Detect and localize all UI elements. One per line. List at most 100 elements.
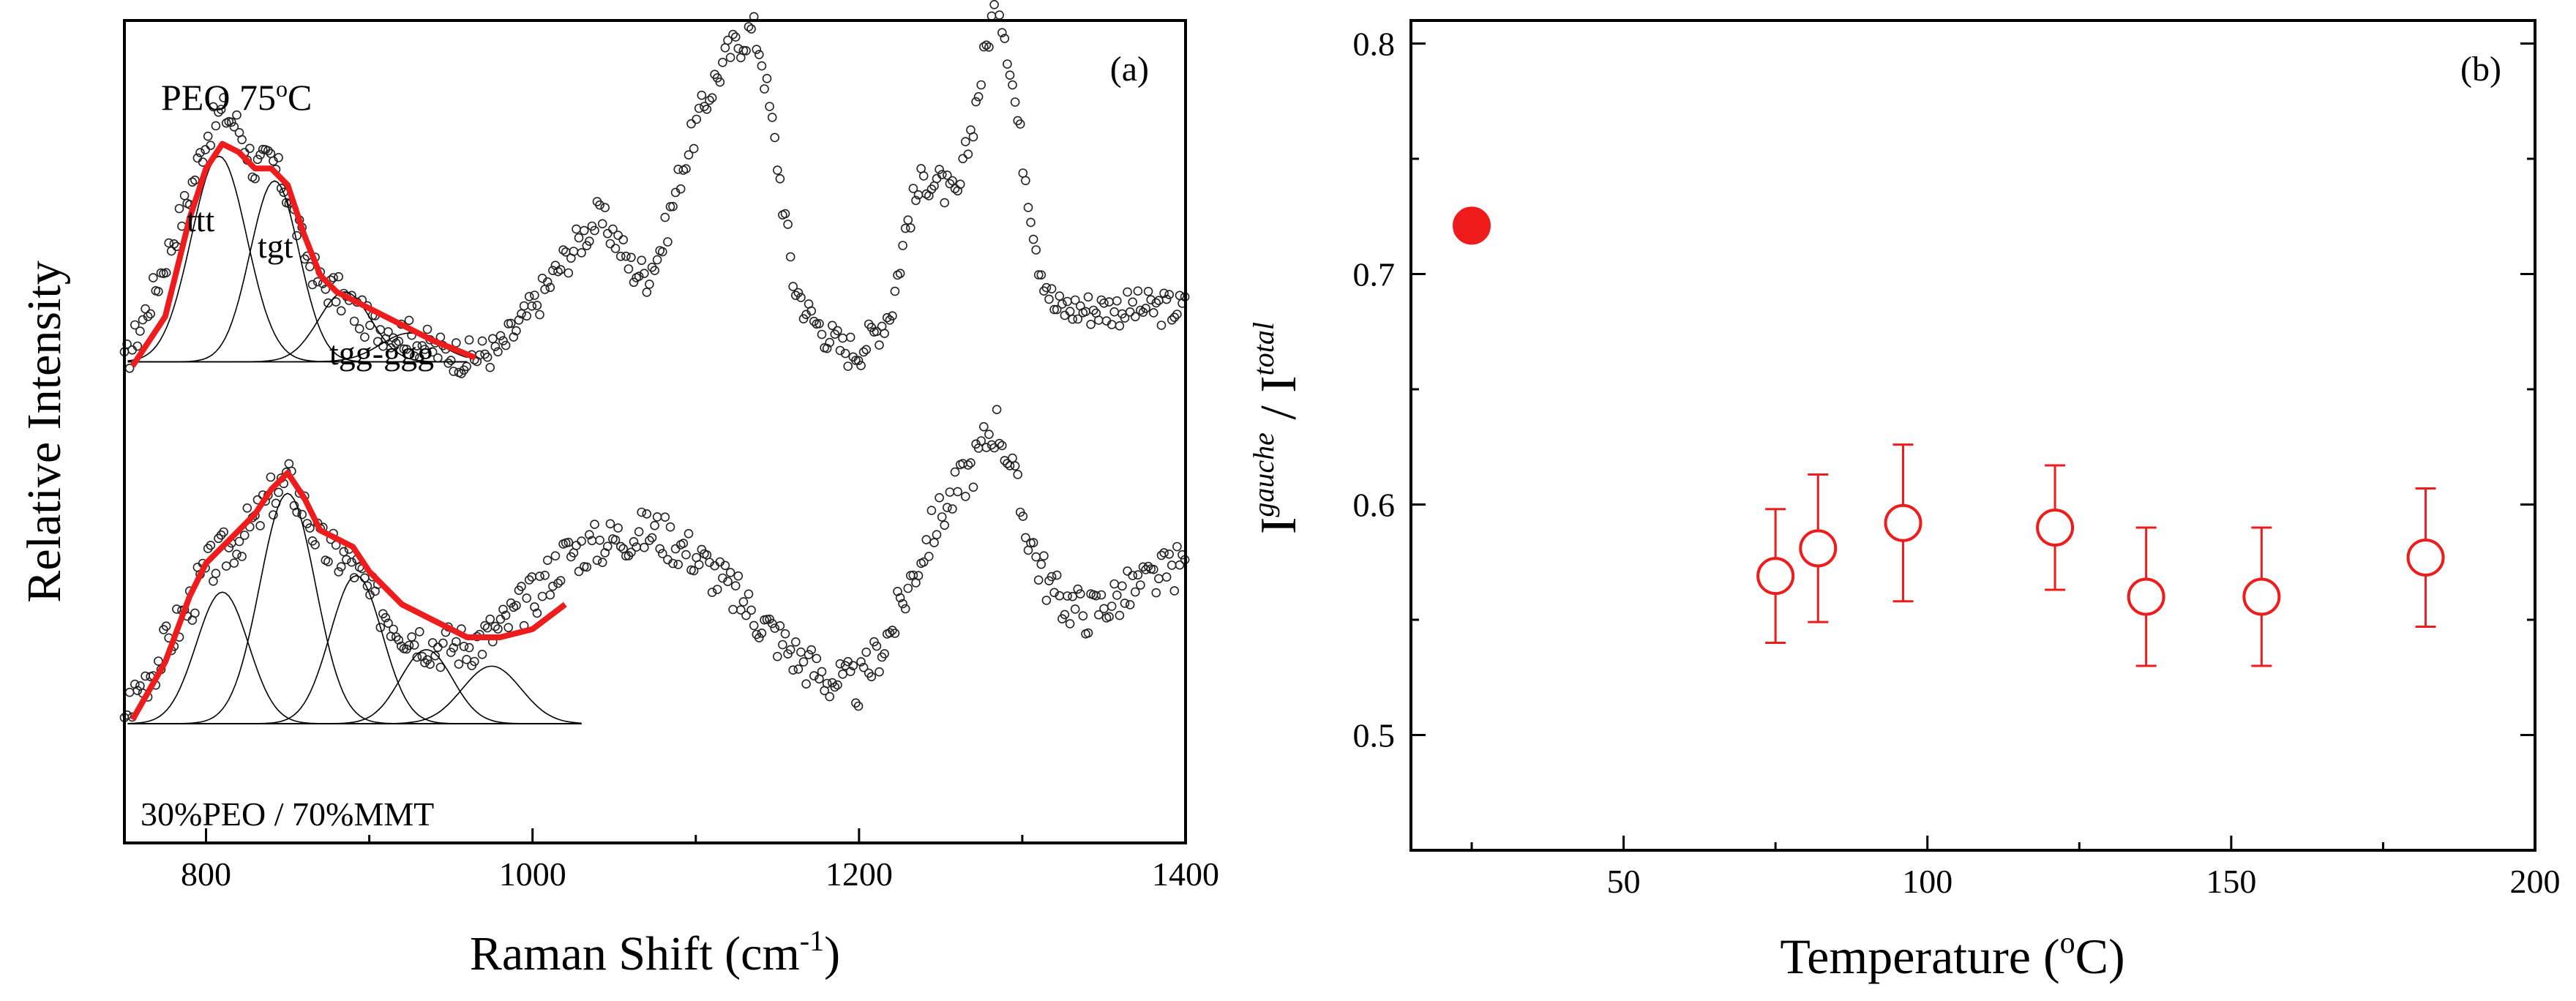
spectrum-point-composite [1125, 600, 1135, 610]
spectrum-point-peo [1164, 290, 1174, 299]
spectrum-point-composite [292, 507, 302, 517]
spectrum-point-peo [394, 337, 404, 346]
spectrum-point-peo [932, 173, 942, 184]
spectrum-point-composite [517, 582, 526, 591]
data-point-open [1884, 503, 1922, 542]
spectrum-point-peo [856, 361, 866, 370]
spectrum-point-composite [979, 421, 989, 432]
spectrum-point-composite [647, 533, 657, 543]
spectrum-point-peo [164, 238, 173, 248]
spectrum-point-composite [1115, 610, 1125, 621]
spectrum-point-peo [422, 324, 433, 334]
spectrum-point-composite [804, 650, 814, 659]
spectrum-point-peo [509, 332, 519, 342]
spectrum-point-peo [608, 224, 618, 234]
spectrum-point-peo [715, 77, 725, 87]
spectrum-point-peo [1026, 217, 1036, 228]
spectrum-point-composite [1172, 541, 1182, 552]
spectrum-point-composite [1136, 580, 1145, 590]
spectrum-point-peo [728, 29, 738, 40]
spectrum-point-composite [642, 509, 652, 519]
spectrum-point-composite [1078, 611, 1088, 621]
spectrum-point-composite [266, 472, 276, 482]
spectrum-point-peo [574, 233, 584, 243]
spectrum-point-peo [569, 247, 579, 256]
spectrum-point-composite [918, 557, 929, 567]
spectrum-point-composite [958, 459, 967, 468]
spectrum-point-composite [409, 640, 419, 650]
spectrum-point-composite [806, 645, 816, 655]
panel-a-marks [119, 0, 1190, 724]
spectrum-point-composite [1133, 570, 1143, 580]
spectrum-point-peo [955, 179, 965, 190]
spectrum-point-peo [911, 195, 921, 206]
panel-b-x-tick-label: 100 [1902, 863, 1952, 900]
spectrum-point-peo [720, 43, 730, 53]
spectrum-point-peo [498, 336, 508, 346]
spectrum-point-peo [1052, 304, 1062, 315]
spectrum-point-peo [360, 332, 370, 342]
spectrum-point-composite [221, 561, 231, 571]
spectrum-point-peo [746, 24, 756, 34]
spectrum-point-composite [391, 632, 401, 642]
spectrum-point-peo [1159, 288, 1169, 299]
spectrum-point-composite [592, 555, 602, 566]
spectrum-point-peo [174, 203, 184, 214]
spectrum-point-composite [451, 637, 461, 647]
spectrum-point-composite [707, 588, 717, 597]
spectrum-point-peo [130, 320, 140, 330]
spectrum-point-composite [545, 590, 555, 600]
spectrum-point-peo [250, 173, 260, 184]
spectrum-point-peo [477, 336, 487, 346]
spectrum-point-peo [334, 271, 344, 282]
data-point-filled [1453, 206, 1491, 245]
spectrum-point-peo [349, 316, 359, 326]
spectrum-point-composite [670, 544, 681, 554]
spectrum-point-peo [1123, 287, 1132, 297]
spectrum-point-composite [684, 528, 694, 539]
spectrum-point-composite [637, 507, 647, 517]
spectrum-point-peo [143, 312, 153, 321]
spectrum-point-composite [124, 687, 135, 697]
panel-a-title-top: PEO 75oC [161, 75, 312, 118]
spectrum-point-peo [524, 291, 534, 301]
spectrum-point-peo [788, 282, 798, 291]
spectrum-point-peo [216, 105, 226, 114]
spectrum-point-composite [796, 647, 806, 657]
spectrum-point-peo [321, 284, 331, 294]
spectrum-point-composite [209, 576, 218, 586]
spectrum-point-composite [1063, 591, 1072, 601]
spectrum-point-composite [1041, 596, 1052, 605]
spectrum-point-composite [1167, 561, 1177, 570]
cumulative-fit-composite [130, 470, 567, 721]
spectrum-point-composite [634, 527, 644, 537]
spectrum-point-peo [482, 352, 493, 362]
spectrum-point-composite [749, 621, 759, 631]
spectrum-point-peo [858, 347, 869, 357]
spectrum-point-peo [660, 212, 670, 222]
spectrum-point-composite [1109, 579, 1119, 589]
spectrum-point-composite [1083, 628, 1093, 638]
spectrum-point-peo [203, 131, 213, 141]
spectrum-point-peo [752, 45, 762, 54]
spectrum-point-composite [1104, 612, 1114, 622]
spectrum-point-composite [997, 440, 1007, 451]
spectrum-point-peo [252, 154, 263, 165]
peo-fit-component-3 [127, 332, 468, 363]
spectrum-point-peo [179, 190, 190, 200]
spectrum-point-peo [629, 277, 639, 288]
spectrum-point-peo [684, 150, 694, 160]
spectrum-point-composite [242, 503, 252, 513]
panel-b-x-axis-label: Temperature (oC) [1780, 926, 2124, 984]
spectrum-point-composite [535, 571, 544, 581]
spectrum-point-peo [595, 200, 604, 210]
spectrum-point-composite [639, 542, 649, 552]
spectrum-point-peo [689, 143, 699, 154]
spectrum-point-composite [1094, 610, 1104, 620]
spectrum-point-peo [506, 318, 516, 329]
spectrum-point-peo [793, 288, 804, 298]
spectrum-point-composite [801, 679, 811, 689]
spectrum-point-peo [853, 356, 864, 366]
spectrum-point-peo [512, 326, 521, 336]
spectrum-point-peo [1115, 320, 1125, 331]
